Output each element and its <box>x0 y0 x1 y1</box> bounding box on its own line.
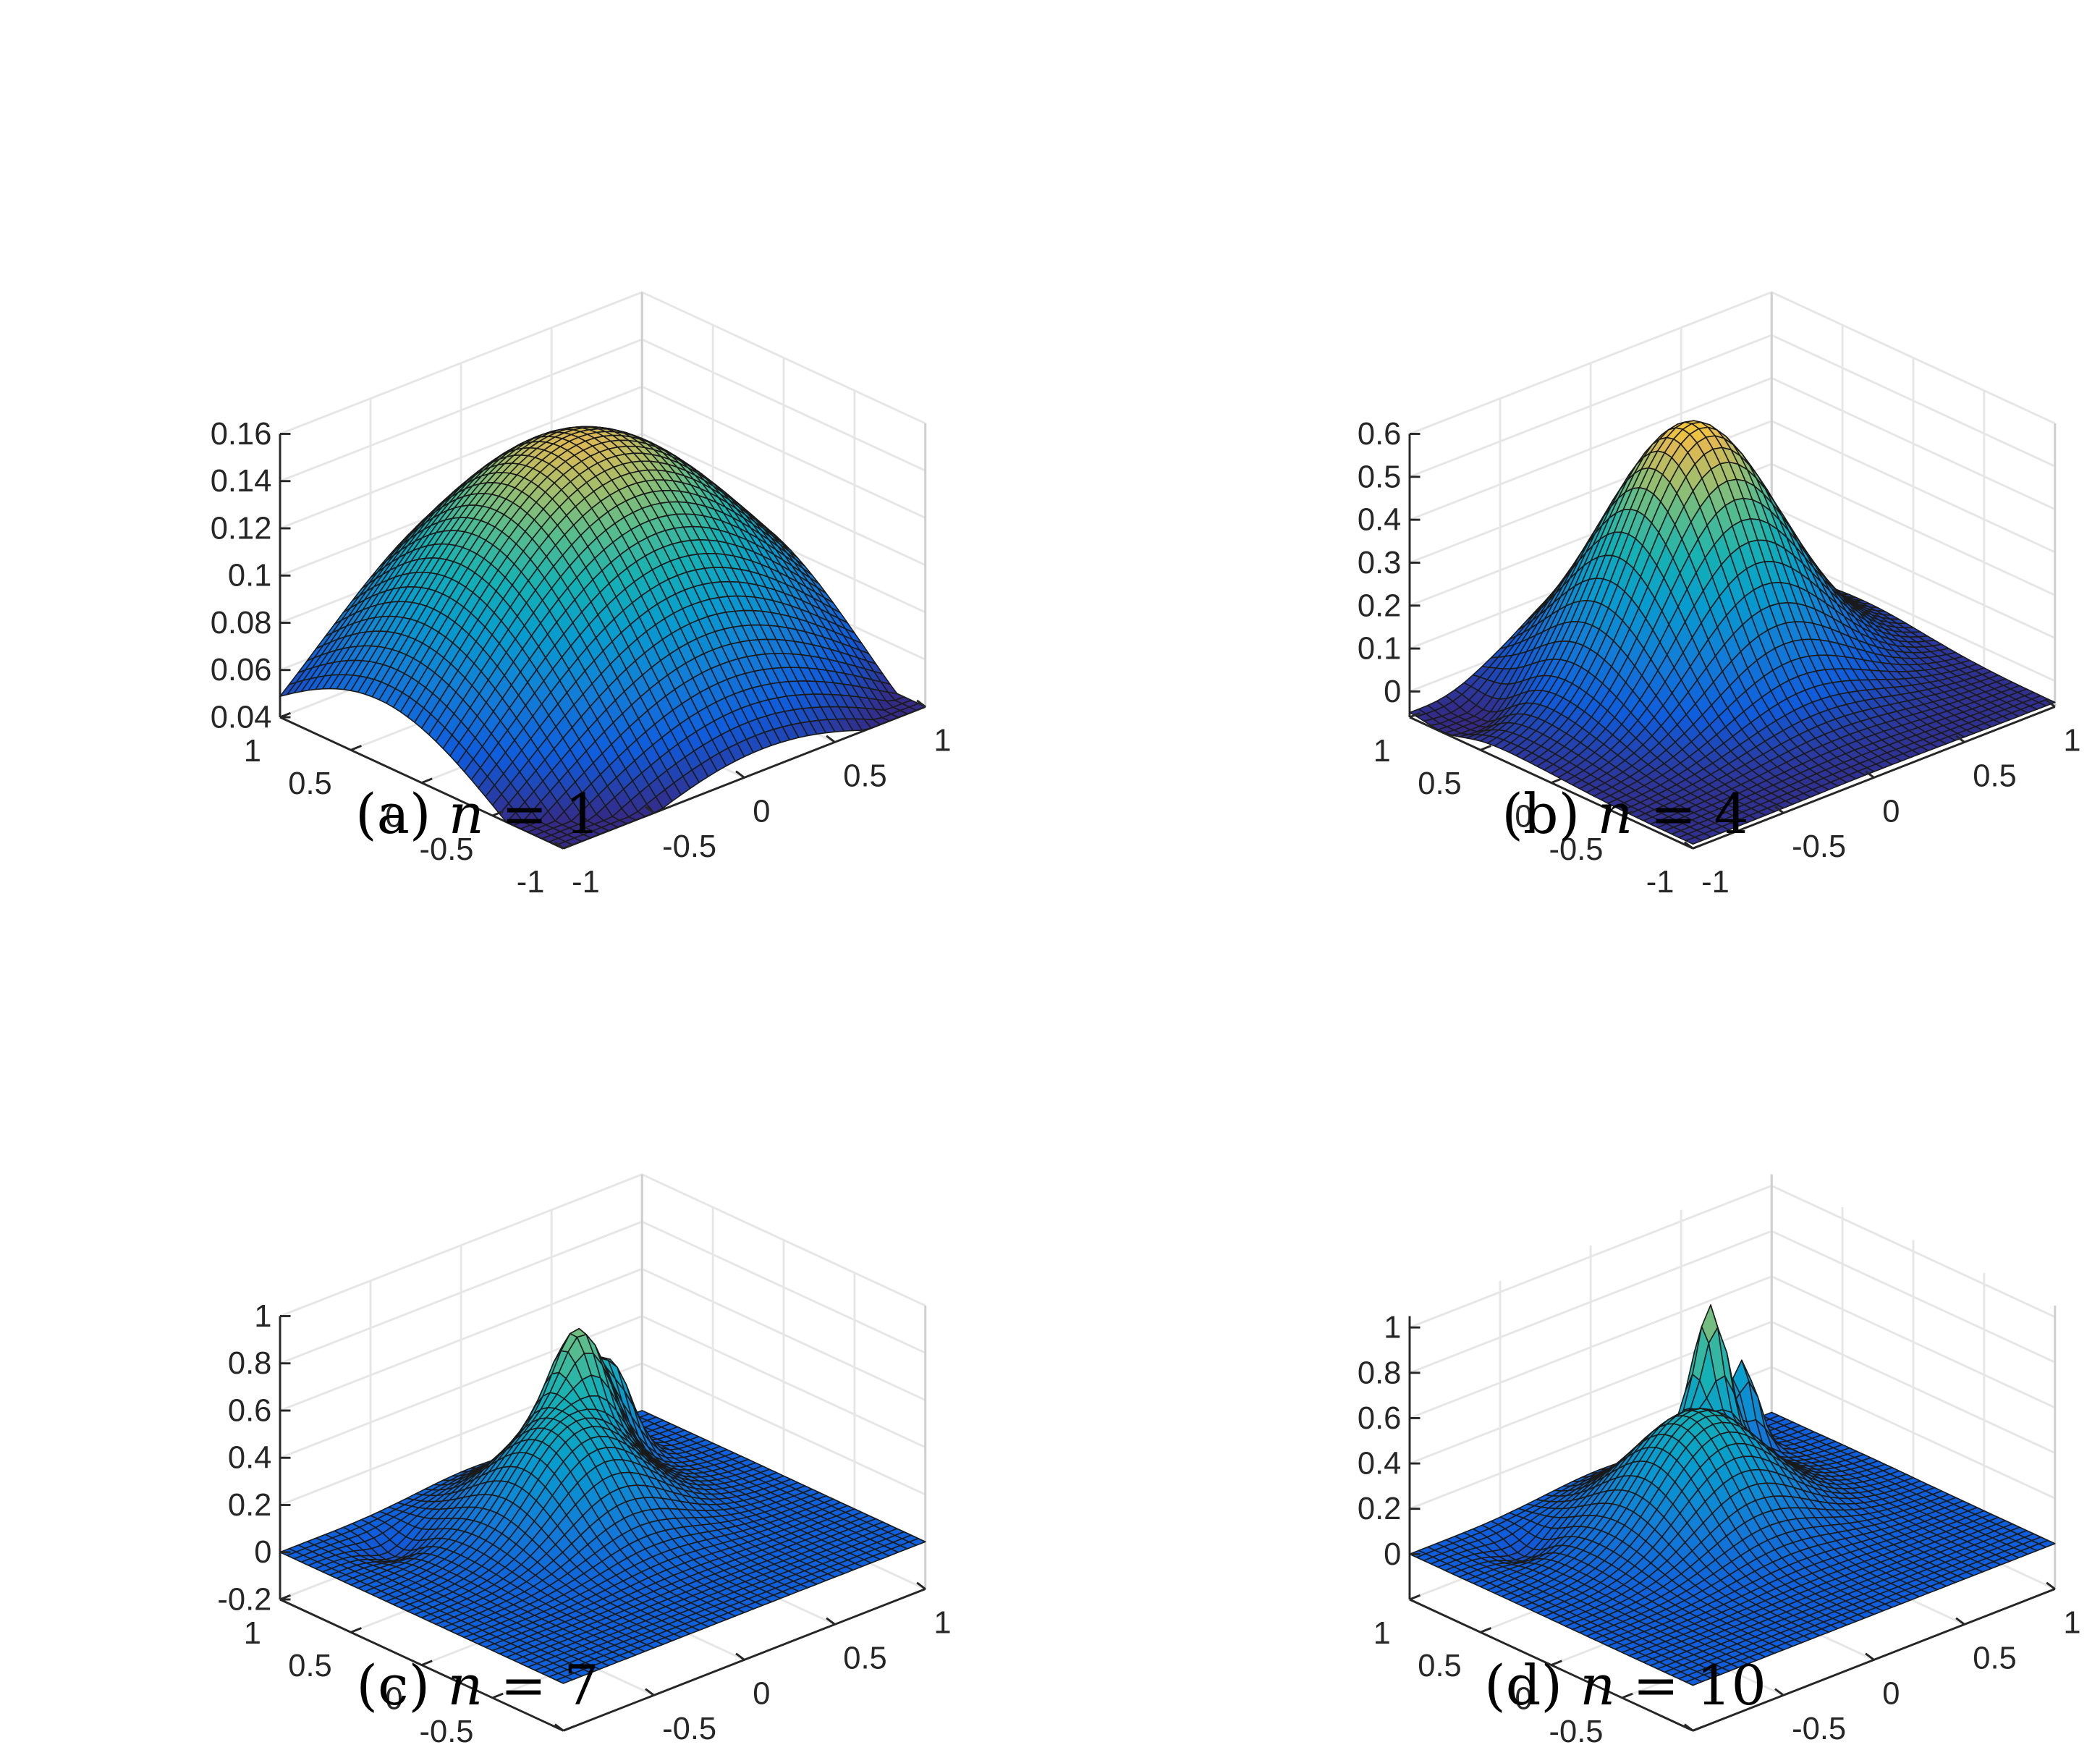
y-tick-label: 0.5 <box>288 766 331 801</box>
y-tick-label: 0 <box>385 800 402 834</box>
y-tick-mark <box>1480 745 1491 751</box>
x-tick-label: 1 <box>2063 723 2080 758</box>
y-tick-label: 0 <box>1515 800 1532 834</box>
y-tick-label: 1 <box>1373 734 1391 769</box>
axes-b: 0 0.1 0.2 0.3 0.4 0.5 0.6 -1 -0.5 0 0.5 1 -1 -0.5 0 0.5… <box>1358 291 2081 900</box>
surface-plot-a-svg: 0.04 0.06 0.08 0.1 0.12 0.14 0.16 -1 -0.5 0 0.5 1 -1… <box>211 291 952 900</box>
z-tick-label: 0.14 <box>211 464 272 499</box>
x-tick-label: 0.5 <box>843 758 886 793</box>
x-tick-mark <box>916 699 926 708</box>
wall-gridline-z <box>1409 291 2056 435</box>
z-tick-label: -0.2 <box>217 1583 271 1618</box>
y-tick-label: 0.5 <box>1418 766 1461 801</box>
y-tick-label: -1 <box>1646 865 1675 900</box>
y-tick-mark <box>562 843 575 850</box>
z-tick-label: 0.1 <box>1358 632 1401 667</box>
z-tick-label: 0.16 <box>211 417 272 452</box>
x-tick-mark <box>554 841 564 850</box>
z-tick-label: 0.5 <box>1358 460 1401 494</box>
axes-a: 0.04 0.06 0.08 0.1 0.12 0.14 0.16 -1 -0.5 0 0.5 1 -1… <box>211 291 952 900</box>
x-tick-mark <box>735 770 745 779</box>
surface-plot-b: 0 0.1 0.2 0.3 0.4 0.5 0.6 -1 -0.5 0 0.5 1 -1 -0.5 0 0.5… <box>1050 0 2100 900</box>
z-tick-label: 0.12 <box>211 512 272 546</box>
y-tick-mark <box>492 810 504 817</box>
tick-labels-c: -0.200.20.40.60.81-1-0.500.51-1-0.500.51 <box>217 1299 951 1750</box>
caption-a-var: n <box>448 782 484 846</box>
y-tick-mark <box>1551 777 1562 784</box>
x-tick-mark <box>1774 806 1784 814</box>
z-tick-label: 0.3 <box>1358 546 1401 580</box>
surface-mesh-a <box>279 426 926 850</box>
y-tick-label: -0.5 <box>1549 832 1604 867</box>
surface-plot-b-svg: 0 0.1 0.2 0.3 0.4 0.5 0.6 -1 -0.5 0 0.5 1 -1 -0.5 0 0.5… <box>1358 291 2081 900</box>
surface-face <box>1685 836 1703 845</box>
y-tick-mark <box>421 777 433 784</box>
caption-b: (b) n = 4 <box>1502 782 1748 846</box>
z-tick-label: 0 <box>1384 675 1401 709</box>
x-tick-mark <box>826 735 836 743</box>
caption-a-eq: = 1 <box>501 782 601 846</box>
y-tick-label: 1 <box>244 734 261 769</box>
caption-b-eq: = 4 <box>1650 782 1749 846</box>
surface-plot-c: -0.200.20.40.60.81-1-0.500.51-1-0.500.51… <box>0 875 1050 1750</box>
x-tick-label: 1 <box>933 723 951 758</box>
caption-b-label: (b) <box>1502 782 1580 846</box>
wall-gridline-z <box>279 1173 926 1317</box>
x-tick-label: -1 <box>1701 865 1729 900</box>
z-tick-label: 0.06 <box>211 653 272 688</box>
y-tick-mark <box>279 711 292 719</box>
axes-c: -0.200.20.40.60.81-1-0.500.51-1-0.500.51 <box>217 1173 952 1750</box>
surface-face <box>555 1675 573 1684</box>
z-tick-label: 0.2 <box>1358 588 1401 623</box>
x-tick-mark <box>1865 770 1875 779</box>
surface-mesh-b <box>1409 420 2056 845</box>
x-tick-label: 0 <box>753 794 770 829</box>
z-tick-label: 0.04 <box>211 701 272 735</box>
surface-mesh-c <box>279 1327 926 1684</box>
x-tick-label: -0.5 <box>662 829 716 864</box>
x-tick-mark <box>1684 841 1694 850</box>
x-tick-label: -0.5 <box>1792 829 1846 864</box>
z-tick-label: 0.1 <box>228 559 271 593</box>
z-tick-label: 0.08 <box>211 606 272 641</box>
y-tick-label: -1 <box>517 865 545 900</box>
y-tick-mark <box>1692 843 1704 850</box>
y-tick-mark <box>350 745 362 751</box>
x-tick-mark <box>2046 699 2056 708</box>
z-tick-label: 0.4 <box>1358 503 1401 538</box>
y-tick-mark <box>1409 711 1421 719</box>
y-tick-mark <box>1622 810 1633 817</box>
z-tick-label: 0.6 <box>1358 417 1401 452</box>
wall-gridline-z <box>279 1220 926 1365</box>
caption-b-var: n <box>1597 782 1633 846</box>
wall-gridline-z <box>279 291 926 435</box>
x-tick-label: 0 <box>1882 794 1900 829</box>
x-tick-label: -1 <box>572 865 600 900</box>
surface-plot-c-svg: -0.200.20.40.60.81-1-0.500.51-1-0.500.51 <box>217 1173 952 1750</box>
z-tick-label: 0.2 <box>228 1488 271 1523</box>
surface-plot-a: 0.04 0.06 0.08 0.1 0.12 0.14 0.16 -1 -0.5 0 0.5 1 -1… <box>0 0 1050 900</box>
tick-labels-b: 0 0.1 0.2 0.3 0.4 0.5 0.6 -1 -0.5 0 0.5 1 -1 -0.5 0 0.5… <box>1358 417 2081 900</box>
caption-a-label: (a) <box>355 782 431 846</box>
tick-labels-a: 0.04 0.06 0.08 0.1 0.12 0.14 0.16 -1 -0.5 0 0.5 1 -1… <box>211 417 952 900</box>
x-tick-mark <box>1955 735 1965 743</box>
z-tick-label: 0 <box>254 1535 271 1570</box>
caption-a: (a) n = 1 <box>355 782 600 846</box>
x-tick-label: 0.5 <box>1973 758 2016 793</box>
y-tick-label: -0.5 <box>420 832 474 867</box>
x-tick-mark <box>645 806 655 814</box>
